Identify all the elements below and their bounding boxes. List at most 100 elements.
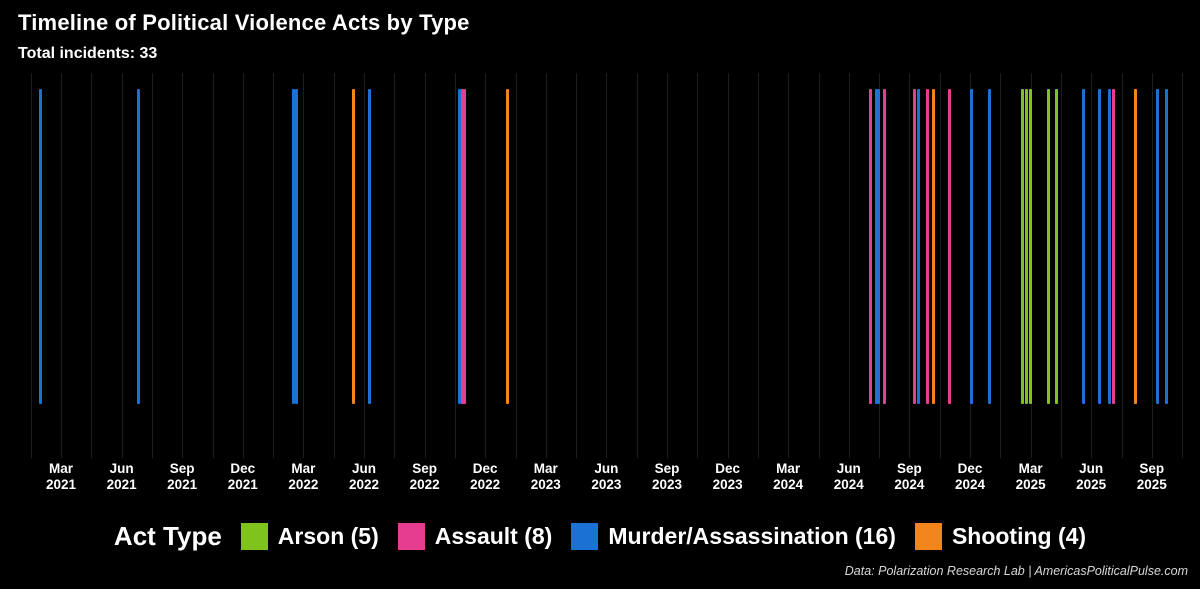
tick-month: Mar <box>291 461 316 476</box>
incident-bar-murder[interactable] <box>292 89 295 404</box>
incident-bar-arson[interactable] <box>1024 89 1028 404</box>
data-source-credit: Data: Polarization Research Lab | Americ… <box>844 564 1188 578</box>
x-tick-label: Sep 2022 <box>393 461 457 493</box>
incident-bar-shooting[interactable] <box>931 89 935 404</box>
x-tick-label: Jun 2022 <box>332 461 396 493</box>
total-incidents-label: Total incidents: 33 <box>18 45 158 62</box>
tick-year: 2024 <box>773 477 804 492</box>
incident-bar-murder[interactable] <box>38 89 42 404</box>
gridline <box>606 73 608 458</box>
legend-swatch-assault <box>397 522 425 550</box>
incident-bar-murder[interactable] <box>457 89 461 404</box>
legend-label: Arson (5) <box>277 522 379 549</box>
tick-year: 2021 <box>45 477 77 492</box>
legend-swatch-arson <box>240 522 268 550</box>
incident-bar-murder[interactable] <box>1155 89 1159 404</box>
tick-year: 2021 <box>106 477 137 492</box>
incident-bar-murder[interactable] <box>916 89 920 404</box>
tick-year: 2024 <box>894 477 925 492</box>
plot-area <box>0 73 1200 458</box>
tick-year: 2025 <box>1076 477 1107 492</box>
x-tick-label: Mar 2021 <box>29 461 93 493</box>
gridline <box>121 73 123 458</box>
incident-bar-assault[interactable] <box>460 89 464 404</box>
tick-year: 2023 <box>712 477 743 492</box>
incident-bar-murder[interactable] <box>295 89 298 404</box>
gridline <box>364 73 365 458</box>
incident-bar-assault[interactable] <box>868 89 872 404</box>
incident-bar-murder[interactable] <box>1164 89 1168 404</box>
gridline <box>818 73 820 458</box>
tick-year: 2024 <box>833 477 864 492</box>
gridline <box>515 73 517 458</box>
x-tick-label: Sep 2025 <box>1120 461 1184 493</box>
incident-bar-assault[interactable] <box>947 89 951 404</box>
gridline <box>242 73 244 458</box>
gridline <box>545 73 547 458</box>
legend-item-shooting[interactable]: Shooting (4) <box>914 522 1086 550</box>
incident-bar-murder[interactable] <box>969 89 973 404</box>
x-tick-label: Dec 2023 <box>696 461 760 493</box>
legend-item-arson[interactable]: Arson (5) <box>240 522 379 550</box>
tick-year: 2025 <box>1015 477 1046 492</box>
x-tick-label: Mar 2025 <box>999 461 1063 493</box>
incident-bar-murder[interactable] <box>1081 89 1085 404</box>
incident-bar-shooting[interactable] <box>352 89 355 404</box>
incident-bar-arson[interactable] <box>1054 89 1058 404</box>
incident-bar-assault[interactable] <box>913 89 916 404</box>
incident-bar-assault[interactable] <box>1111 89 1115 404</box>
incident-bar-murder[interactable] <box>874 89 878 404</box>
gridline <box>61 73 62 458</box>
tick-month: Sep <box>654 461 680 476</box>
tick-month: Mar <box>776 461 801 476</box>
incident-bar-arson[interactable] <box>1046 89 1050 404</box>
incident-bar-shooting[interactable] <box>1133 89 1137 404</box>
tick-year: 2023 <box>591 477 622 492</box>
gridline <box>303 73 305 458</box>
gridline <box>394 73 396 458</box>
gridline <box>91 73 93 458</box>
gridline <box>727 73 729 458</box>
gridline <box>1121 73 1123 458</box>
chart-title: Timeline of Political Violence Acts by T… <box>18 10 470 35</box>
incident-bar-murder[interactable] <box>1097 89 1101 404</box>
incident-bar-murder[interactable] <box>1107 89 1111 404</box>
gridline <box>1151 73 1153 458</box>
incident-bar-murder[interactable] <box>367 89 371 404</box>
gridline <box>788 73 790 458</box>
legend: Act Type Arson (5) Assault (8) Murder/Assa… <box>0 512 1200 560</box>
incident-bar-arson[interactable] <box>1028 89 1032 404</box>
incident-bar-murder[interactable] <box>136 89 140 404</box>
legend-item-assault[interactable]: Assault (8) <box>397 522 552 550</box>
x-tick-label: Sep 2023 <box>635 461 699 493</box>
incident-bar-murder[interactable] <box>987 89 991 404</box>
incident-bar-murder[interactable] <box>877 89 880 404</box>
gridline <box>939 73 941 458</box>
x-tick-label: Jun 2024 <box>817 461 881 493</box>
legend-item-murder[interactable]: Murder/Assassination (16) <box>571 522 896 550</box>
x-tick-label: Dec 2024 <box>938 461 1002 493</box>
incident-bar-assault[interactable] <box>882 89 886 404</box>
incident-bar-assault[interactable] <box>462 89 466 404</box>
tick-month: Jun <box>351 461 376 476</box>
tick-month: Jun <box>1079 461 1104 476</box>
legend-swatch-murder <box>571 522 599 550</box>
tick-month: Jun <box>594 461 619 476</box>
gridline <box>424 73 426 458</box>
tick-year: 2021 <box>167 477 198 492</box>
gridline <box>30 73 32 458</box>
incident-bar-arson[interactable] <box>1020 89 1024 404</box>
tick-month: Sep <box>412 461 437 476</box>
gridline <box>182 73 184 458</box>
tick-year: 2022 <box>288 477 319 492</box>
tick-year: 2022 <box>470 477 501 492</box>
tick-year: 2022 <box>409 477 440 492</box>
incident-bar-assault[interactable] <box>925 89 929 404</box>
tick-year: 2022 <box>348 477 380 492</box>
incident-bar-shooting[interactable] <box>505 89 509 404</box>
tick-month: Mar <box>533 461 558 476</box>
gridline <box>454 73 456 458</box>
x-tick-label: Jun 2025 <box>1059 461 1123 493</box>
tick-year: 2023 <box>530 477 561 492</box>
gridline <box>636 73 638 458</box>
